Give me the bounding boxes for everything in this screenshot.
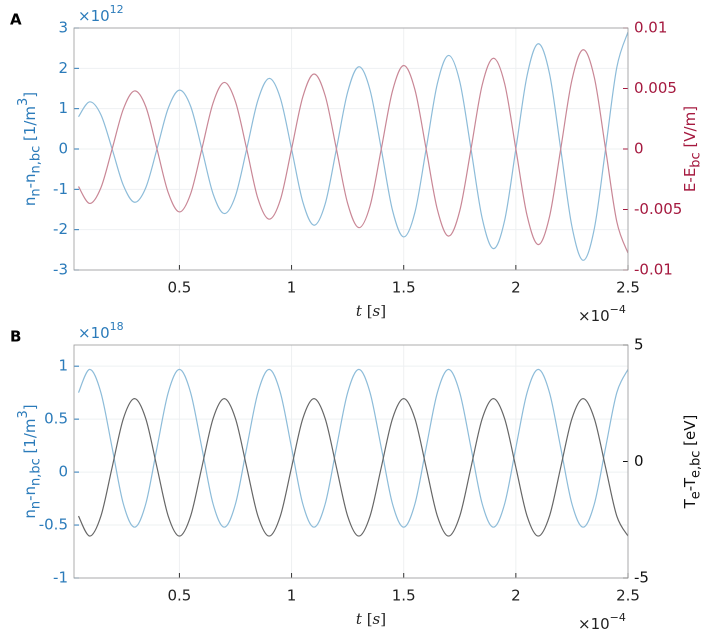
label-part: ×10 (78, 7, 110, 25)
x-tick-label: 2.5 (616, 587, 640, 605)
x-tick-label: 1 (287, 279, 297, 297)
y-multiplier: ×1018 (78, 320, 124, 342)
x-multiplier: ×10−4 (578, 611, 626, 631)
label-part: e,bc (688, 451, 703, 478)
label-part: n (21, 509, 39, 519)
x-tick-label: 0.5 (167, 587, 191, 605)
label-part: 12 (110, 3, 124, 16)
y-tick-label: -0.5 (39, 516, 68, 534)
x-axis-label: t [s] (356, 302, 386, 320)
label-part: t (356, 302, 363, 320)
x-tick-label: 2 (511, 279, 521, 297)
y-tick-label: -3 (53, 261, 68, 279)
label-part: ] (380, 610, 386, 628)
label-part: 3 (15, 98, 30, 106)
y-tick-label: 3 (58, 19, 68, 37)
y-tick-label: 1 (58, 357, 68, 375)
label-part: n,bc (28, 458, 43, 486)
y-tick-label: 1 (58, 99, 68, 117)
plot-frame (73, 27, 629, 271)
x-axis-label: t [s] (356, 610, 386, 628)
label-part: t (356, 610, 363, 628)
x-tick-label: 1 (287, 587, 297, 605)
y2-tick-label: 0.005 (634, 79, 677, 97)
data-line (77, 368, 628, 528)
y2-axis-label: E-Ebc [V/m] (681, 106, 703, 192)
y-tick-label: -1 (53, 569, 68, 587)
label-part: -n (21, 486, 39, 501)
label-part: -T (681, 477, 699, 491)
y-axis-label: nn-nn,bc [1/m3] (15, 404, 43, 518)
label-part: −4 (610, 611, 626, 624)
label-part: ] (380, 302, 386, 320)
label-part: ] (21, 92, 39, 98)
panel-label: A (10, 11, 22, 29)
label-part: s (373, 302, 381, 320)
y-tick-label: -2 (53, 220, 68, 238)
label-part: e (688, 491, 703, 499)
label-part: [1/m (21, 418, 39, 458)
y-tick-label: 0.5 (44, 410, 68, 428)
label-part: n,bc (28, 146, 43, 174)
label-part: ×10 (578, 307, 610, 325)
y2-tick-label: 0.01 (634, 19, 667, 37)
plot-frame (73, 344, 629, 579)
panel-label: B (10, 328, 21, 346)
label-part: [ (362, 302, 373, 320)
label-part: E-E (681, 168, 699, 192)
label-part: −4 (610, 303, 626, 316)
y2-tick-label: 5 (634, 336, 644, 354)
y2-tick-label: 0 (634, 452, 644, 470)
y-tick-label: 0 (58, 463, 68, 481)
x-multiplier: ×10−4 (578, 303, 626, 325)
x-tick-label: 1.5 (392, 587, 416, 605)
y-multiplier: ×1012 (78, 3, 124, 25)
label-part: [1/m (21, 106, 39, 146)
y-tick-label: 2 (58, 59, 68, 77)
label-part: n (21, 197, 39, 207)
label-part: 18 (110, 320, 124, 333)
x-tick-label: 2.5 (616, 279, 640, 297)
label-part: 3 (15, 410, 30, 418)
data-line (77, 49, 628, 254)
label-part: [ (362, 610, 373, 628)
label-part: T (681, 498, 699, 509)
y-tick-label: 0 (58, 140, 68, 158)
y2-axis-label: Te-Te,bc [eV] (681, 415, 703, 510)
x-tick-label: 0.5 (167, 279, 191, 297)
x-tick-label: 1.5 (392, 279, 416, 297)
y-axis-label: nn-nn,bc [1/m3] (15, 92, 43, 206)
label-part: [eV] (681, 415, 699, 451)
label-part: n (28, 501, 43, 509)
plot-area (74, 345, 628, 578)
y2-tick-label: -5 (634, 569, 649, 587)
label-part: bc (688, 152, 703, 167)
y-tick-label: -1 (53, 180, 68, 198)
label-part: ] (21, 404, 39, 410)
label-part: n (28, 188, 43, 196)
label-part: s (373, 610, 381, 628)
label-part: [V/m] (681, 106, 699, 152)
y2-tick-label: -0.005 (634, 200, 682, 218)
data-line (77, 397, 628, 537)
label-part: ×10 (578, 615, 610, 631)
x-tick-label: 2 (511, 587, 521, 605)
label-part: -n (21, 173, 39, 188)
y2-tick-label: -0.01 (634, 261, 673, 279)
data-line (77, 31, 628, 261)
label-part: ×10 (78, 324, 110, 342)
y2-tick-label: 0 (634, 140, 644, 158)
